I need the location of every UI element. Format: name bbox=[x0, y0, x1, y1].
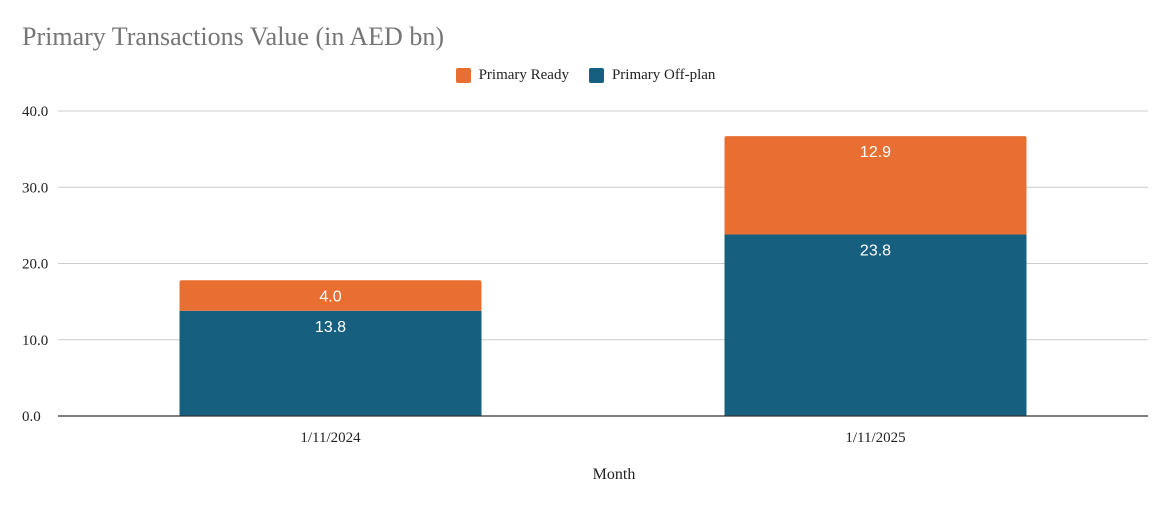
legend-swatch-primary-ready bbox=[455, 68, 471, 83]
y-tick-label: 40.0 bbox=[22, 104, 48, 120]
y-tick-label: 0.0 bbox=[22, 409, 41, 425]
y-tick-label: 30.0 bbox=[22, 180, 48, 196]
bar-segment bbox=[179, 280, 482, 311]
x-tick-label: 1/11/2025 bbox=[845, 430, 905, 446]
x-tick-label: 1/11/2024 bbox=[300, 430, 361, 446]
bar-segment bbox=[724, 136, 1027, 235]
legend-item-primary-off-plan: Primary Off-plan bbox=[588, 67, 716, 84]
bar-segment bbox=[724, 234, 1027, 416]
x-axis-title: Month bbox=[593, 466, 636, 483]
y-tick-label: 20.0 bbox=[22, 257, 48, 273]
bar-segment bbox=[179, 310, 482, 416]
legend-swatch-primary-off-plan bbox=[588, 68, 604, 83]
data-label: 4.0 bbox=[319, 288, 341, 305]
legend-label-primary-off-plan: Primary Off-plan bbox=[611, 67, 716, 83]
data-label: 12.9 bbox=[860, 144, 891, 161]
legend-item-primary-ready: Primary Ready bbox=[455, 67, 569, 84]
data-label: 13.8 bbox=[315, 319, 346, 336]
legend-label-primary-ready: Primary Ready bbox=[478, 67, 569, 83]
chart-title: Primary Transactions Value (in AED bn) bbox=[22, 22, 444, 51]
data-label: 23.8 bbox=[860, 243, 891, 260]
legend: Primary Ready Primary Off-plan bbox=[0, 67, 1171, 84]
y-tick-label: 10.0 bbox=[22, 333, 48, 349]
